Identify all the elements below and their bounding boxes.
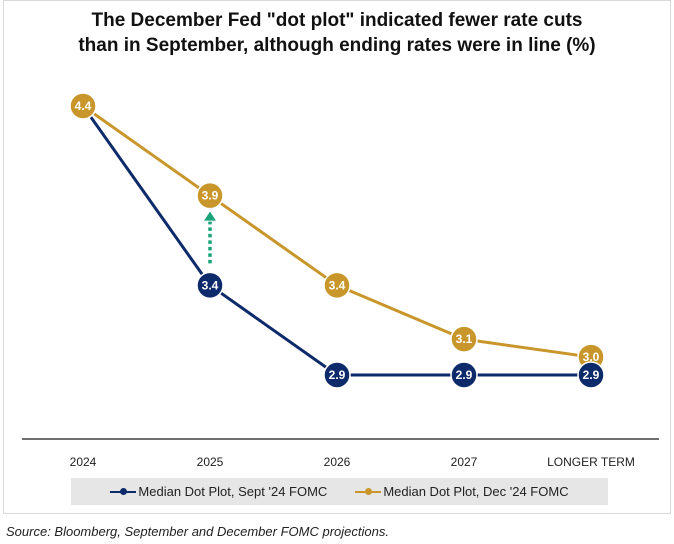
x-axis-ticks: 2024 2025 2026 2027 LONGER TERM — [70, 455, 635, 469]
legend-swatch-dec — [355, 487, 382, 496]
source-note: Source: Bloomberg, September and Decembe… — [6, 524, 389, 539]
series-line-0 — [81, 105, 591, 377]
data-point-0 — [196, 271, 224, 300]
x-tick-label: 2026 — [324, 455, 351, 469]
legend-item-dec: Median Dot Plot, Dec '24 FOMC — [355, 484, 569, 499]
chart-title-line-1: The December Fed "dot plot" indicated fe… — [91, 10, 583, 31]
data-label-0: 2.9 — [583, 368, 600, 382]
data-point-1 — [196, 181, 224, 210]
annotation-arrow-head — [204, 211, 216, 221]
data-point-1 — [450, 325, 478, 353]
x-tick-label: 2025 — [197, 455, 224, 469]
data-label-1: 3.4 — [329, 278, 346, 292]
legend-item-sept: Median Dot Plot, Sept '24 FOMC — [110, 484, 327, 499]
series-layer: 4.4 3.9 3.4 3.1 3.0 3.4 2.9 2.9 2.9 — [69, 92, 605, 389]
data-label-1: 3.9 — [202, 189, 219, 203]
line-chart: 2024 2025 2026 2027 LONGER TERM 4.4 3.9 3.4 3.1… — [22, 92, 659, 469]
x-tick-label: 2024 — [70, 455, 97, 469]
annotation-layer — [204, 211, 216, 264]
x-tick-label: 2027 — [451, 455, 478, 469]
data-label-1: 4.4 — [75, 99, 92, 113]
data-point-0 — [450, 361, 478, 389]
data-point-1 — [323, 271, 351, 300]
data-label-0: 3.4 — [202, 278, 219, 292]
chart-title-line-2: than in September, although ending rates… — [78, 35, 596, 56]
legend-swatch-sept — [110, 487, 137, 496]
chart-title: The December Fed "dot plot" indicated fe… — [0, 8, 674, 58]
legend-label-sept: Median Dot Plot, Sept '24 FOMC — [138, 484, 328, 499]
data-point-1 — [69, 92, 97, 120]
data-label-1: 3.1 — [456, 332, 473, 346]
data-label-1: 3.0 — [583, 350, 600, 364]
legend-label-dec: Median Dot Plot, Dec '24 FOMC — [383, 484, 569, 499]
data-point-0 — [323, 361, 351, 389]
chart-frame — [3, 0, 671, 514]
legend: Median Dot Plot, Sept '24 FOMC Median Do… — [71, 478, 608, 505]
data-label-0: 2.9 — [456, 368, 473, 382]
data-point-0 — [577, 361, 605, 389]
x-tick-label: LONGER TERM — [547, 455, 635, 469]
series-line-1 — [82, 104, 592, 359]
data-label-0: 2.9 — [329, 368, 346, 382]
